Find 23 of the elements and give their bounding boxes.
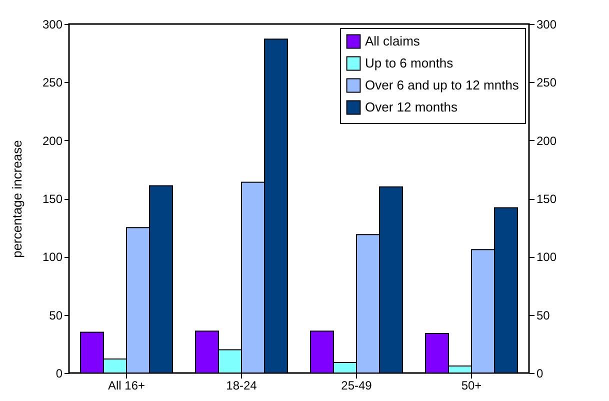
y-tick-label: 200 [42, 134, 63, 148]
y-tick-label: 150 [42, 192, 63, 206]
x-tick-label: All 16+ [108, 378, 146, 392]
y-tick-label: 50 [49, 308, 63, 322]
y2-tick-label: 200 [536, 134, 557, 148]
y-tick-label: 0 [56, 366, 63, 380]
y-tick-label: 250 [42, 76, 63, 90]
y-axis-title: percentage increase [9, 140, 24, 258]
x-tick-label: 25-49 [341, 378, 372, 392]
y2-tick-label: 300 [536, 18, 557, 32]
y2-tick-label: 50 [536, 308, 550, 322]
legend-label: All claims [365, 34, 420, 48]
y-tick-label: 300 [42, 18, 63, 32]
legend-label: Over 6 and up to 12 mnths [365, 78, 520, 92]
y2-tick-label: 150 [536, 192, 557, 206]
y2-tick-label: 250 [536, 76, 557, 90]
x-tick-label: 50+ [461, 378, 482, 392]
legend-label: Over 12 months [365, 100, 458, 114]
y2-tick-label: 0 [536, 366, 544, 380]
x-tick-label: 18-24 [226, 378, 258, 392]
legend-label: Up to 6 months [365, 56, 454, 70]
y-tick-label: 100 [42, 250, 63, 264]
y2-tick-label: 100 [536, 250, 557, 264]
